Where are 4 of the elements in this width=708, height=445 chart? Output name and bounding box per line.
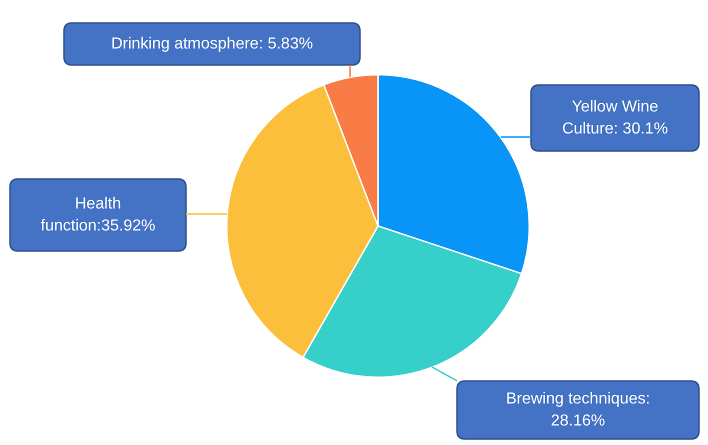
slice-label: Yellow Wine Culture: 30.1%: [562, 98, 668, 138]
slice-label: Brewing techniques: 28.16%: [506, 390, 650, 430]
legend-label: Health function:35.92%: [40, 195, 156, 234]
slice-label: Drinking atmosphere: 5.83%: [111, 35, 313, 52]
